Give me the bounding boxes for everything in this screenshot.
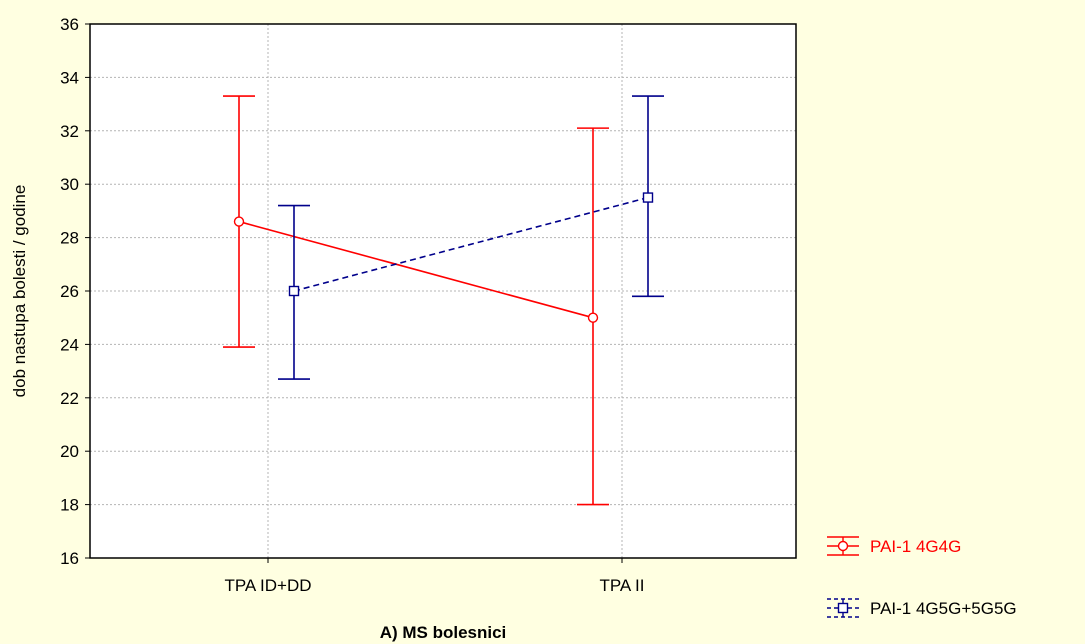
legend-item-0: PAI-1 4G4G xyxy=(827,536,961,556)
legend-marker xyxy=(837,540,849,552)
grid-lines xyxy=(90,24,796,558)
data-point xyxy=(233,216,245,227)
series-1 xyxy=(278,95,664,380)
legend-item-1: PAI-1 4G5G+5G5G xyxy=(827,598,1017,618)
series-layer xyxy=(223,95,664,506)
x-tick-labels: TPA ID+DD TPA II xyxy=(224,558,645,595)
y-tick-labels: 16 18 20 22 24 26 28 30 32 34 36 xyxy=(60,15,90,568)
legend-label: PAI-1 4G5G+5G5G xyxy=(870,599,1017,618)
data-point xyxy=(642,192,654,203)
x-tick-label: TPA II xyxy=(599,576,644,595)
y-tick-label: 22 xyxy=(60,389,79,408)
x-tick-label: TPA ID+DD xyxy=(224,576,311,595)
legend-marker xyxy=(837,602,849,614)
y-tick-label: 34 xyxy=(60,68,79,87)
data-point xyxy=(288,285,300,297)
y-tick-label: 24 xyxy=(60,335,79,354)
data-point xyxy=(587,312,599,323)
y-tick-label: 30 xyxy=(60,175,79,194)
y-tick-label: 26 xyxy=(60,282,79,301)
y-tick-label: 32 xyxy=(60,122,79,141)
y-axis-title: dob nastupa bolesti / godine xyxy=(10,185,29,398)
series-0 xyxy=(223,95,609,506)
legend-label: PAI-1 4G4G xyxy=(870,537,961,556)
series-line xyxy=(293,196,649,292)
y-tick-label: 28 xyxy=(60,229,79,248)
y-tick-label: 20 xyxy=(60,442,79,461)
y-tick-label: 18 xyxy=(60,496,79,515)
y-tick-label: 36 xyxy=(60,15,79,34)
y-tick-label: 16 xyxy=(60,549,79,568)
legend: PAI-1 4G4G PAI-1 4G5G+5G5G xyxy=(827,536,1017,618)
series-line xyxy=(238,220,594,319)
x-axis-title: A) MS bolesnici xyxy=(380,623,507,642)
